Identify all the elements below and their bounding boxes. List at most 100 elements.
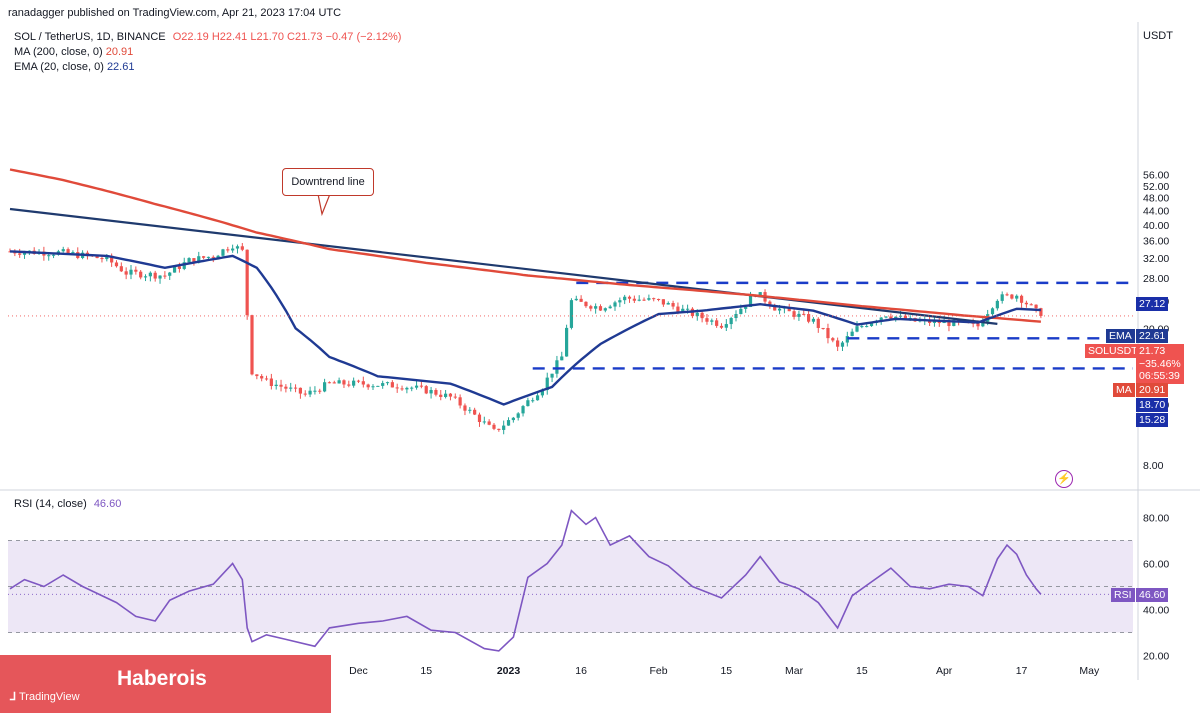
candle-body [235, 246, 240, 249]
candle-body [458, 397, 462, 406]
currency-label: USDT [1143, 30, 1173, 42]
candle-body [729, 318, 733, 325]
candle-body [976, 323, 980, 327]
candle-body [134, 269, 138, 272]
candle-body [589, 306, 593, 309]
candle-body [826, 328, 830, 339]
price-tick-label: 48.00 [1143, 193, 1169, 205]
candle-body [671, 303, 675, 307]
candle-body [497, 428, 501, 430]
candle-body [1019, 295, 1024, 303]
downtrend-callout[interactable]: Downtrend line [282, 168, 374, 196]
candle-body [477, 414, 482, 423]
candle-body [642, 299, 646, 301]
rsi-tag-value: 46.60 [1136, 588, 1169, 602]
candle-body [419, 385, 423, 387]
candle-body [724, 324, 728, 328]
lightning-icon[interactable]: ⚡ [1055, 470, 1073, 488]
tradingview-logo: ⅃ TradingView [10, 690, 80, 703]
candle-body [318, 390, 322, 392]
candle-body [400, 388, 404, 390]
candle-body [163, 275, 167, 277]
x-tick-label: May [1079, 665, 1100, 677]
ema-tag-value: 22.61 [1136, 329, 1169, 343]
candle-body [148, 272, 152, 277]
candle-body [245, 249, 249, 316]
candle-body [594, 306, 598, 309]
candle-body [845, 336, 849, 343]
candle-body [550, 373, 554, 378]
level-27-tag: 27.12 [1136, 297, 1169, 311]
candle-body [100, 258, 104, 260]
last-price: 21.73 [1139, 345, 1166, 357]
candle-body [371, 386, 375, 388]
ma-legend[interactable]: MA (200, close, 0) 20.91 [14, 46, 133, 58]
price-tick-label: 32.00 [1143, 253, 1169, 265]
candle-body [1005, 294, 1009, 296]
candle-body [560, 356, 564, 361]
change-percent: −35.46% [1139, 357, 1181, 370]
candle-body [366, 384, 370, 388]
candle-body [129, 269, 133, 275]
candle-body [811, 318, 816, 322]
candle-body [279, 384, 283, 387]
candle-body [821, 327, 825, 329]
candle-body [395, 387, 399, 389]
candle-body [221, 249, 225, 256]
candle-body [390, 382, 394, 388]
candle-body [153, 272, 157, 279]
candle-body [376, 385, 380, 387]
candle-body [289, 387, 293, 389]
tradingview-logo-icon: ⅃ [10, 691, 17, 703]
candle-body [448, 393, 453, 397]
candle-body [352, 380, 356, 386]
haberois-brand: Haberois [117, 667, 207, 690]
candle-body [748, 295, 753, 308]
candle-body [187, 258, 191, 263]
candle-body [250, 315, 254, 375]
candle-body [855, 326, 859, 332]
bar-countdown: 06:55:39 [1139, 370, 1180, 382]
candle-body [119, 266, 123, 272]
candle-body [473, 409, 477, 415]
candle-body [105, 255, 109, 260]
candle-body [676, 306, 680, 313]
candle-body [540, 390, 544, 396]
downtrend-callout-text: Downtrend line [291, 176, 365, 188]
price-tick-label: 56.00 [1143, 170, 1169, 182]
candle-body [758, 292, 762, 296]
candle-body [695, 312, 699, 317]
candle-body [231, 248, 235, 251]
symbol-tag: SOLUSDT [1085, 344, 1141, 358]
candle-body [182, 262, 186, 269]
candle-body [192, 258, 196, 263]
candle-body [686, 308, 690, 310]
candle-body [739, 308, 743, 315]
x-tick-label: 15 [856, 665, 868, 677]
candle-body [840, 342, 845, 347]
rsi-legend[interactable]: RSI (14, close) 46.60 [14, 498, 121, 510]
candle-body [768, 301, 772, 307]
ema20-line [9, 250, 1041, 406]
symbol-line: SOL / TetherUS, 1D, BINANCE [14, 31, 166, 43]
candle-body [332, 382, 336, 384]
candle-body [792, 311, 796, 317]
candle-body [385, 382, 390, 384]
candle-body [303, 393, 307, 395]
candle-body [327, 382, 332, 384]
candle-body [1034, 304, 1038, 309]
candle-body [71, 252, 75, 254]
ema-legend[interactable]: EMA (20, close, 0) 22.61 [14, 61, 134, 73]
candle-body [516, 413, 520, 418]
x-tick-label: Apr [936, 665, 953, 677]
ema-legend-label: EMA (20, close, 0) [14, 61, 104, 73]
candle-body [487, 421, 491, 425]
ema-legend-value: 22.61 [106, 61, 135, 73]
candle-body [545, 377, 549, 391]
candle-body [468, 409, 472, 411]
candle-body [511, 417, 515, 421]
candle-body [226, 249, 230, 251]
rsi-tick-label: 20.00 [1143, 651, 1169, 663]
candle-body [22, 252, 27, 255]
